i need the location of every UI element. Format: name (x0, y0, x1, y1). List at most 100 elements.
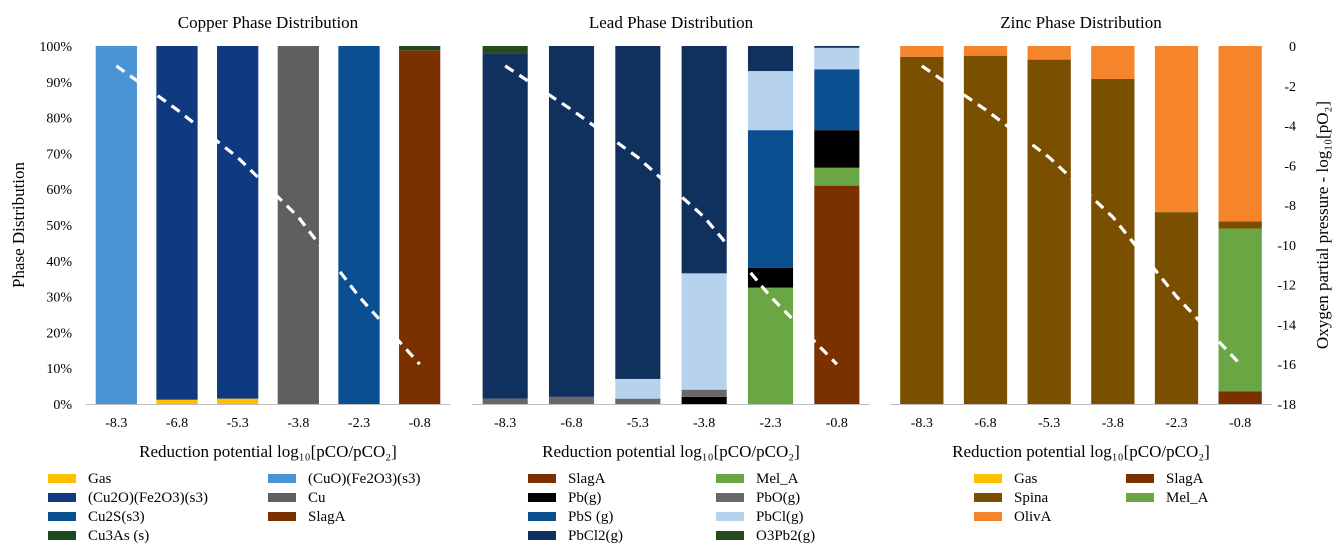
bar-segment (814, 167, 860, 186)
bar-segment (615, 378, 661, 399)
legend-label: SlagA (568, 471, 606, 487)
bar-segment (399, 50, 441, 405)
right-y-tick-label: -14 (1277, 318, 1296, 333)
x-tick-label: -3.8 (287, 416, 309, 431)
oxygen-pressure-line (920, 64, 1242, 366)
bar-segment (482, 398, 528, 404)
bar-segment (747, 46, 794, 72)
x-axis-title: Reduction potential log₁₀[pCO/pCO₂] (139, 442, 397, 461)
oxygen-pressure-line (504, 64, 838, 366)
bar-segment (814, 185, 860, 404)
bar-segment (814, 130, 860, 168)
left-y-tick-label: 80% (46, 112, 72, 127)
lead-chart-panel: Lead Phase Distribution -8.3 -6.8 -5.3 -3.8 -… (472, 13, 870, 544)
legend-label: Mel_A (1166, 490, 1209, 506)
left-y-tick-label: 0% (53, 398, 72, 413)
bar-segment (615, 398, 661, 404)
legend-label: Pb(g) (568, 490, 601, 506)
bar-segment (681, 46, 727, 274)
zinc-chart-panel: Zinc Phase Distribution -8.3 -6.8 -5.3 -3.8 -… (890, 13, 1272, 525)
bar-segment (217, 398, 259, 404)
legend-swatch (1126, 474, 1154, 483)
bar-segment (1154, 212, 1199, 404)
x-axis-title: Reduction potential log₁₀[pCO/pCO₂] (952, 442, 1210, 461)
legend-label: OlivA (1014, 509, 1052, 525)
legend-swatch (974, 493, 1002, 502)
legend-label: (CuO)(Fe2O3)(s3) (308, 471, 420, 487)
left-y-tick-label: 20% (46, 326, 72, 341)
bar-segment (747, 130, 794, 268)
left-y-tick-label: 10% (46, 362, 72, 377)
legend-swatch (716, 474, 744, 483)
x-tick-label: -3.8 (1102, 416, 1124, 431)
x-tick-label: -2.3 (1165, 416, 1187, 431)
x-tick-label: -8.3 (911, 416, 933, 431)
left-y-tick-label: 50% (46, 219, 72, 234)
chart-title: Zinc Phase Distribution (1000, 13, 1162, 32)
legend-swatch (268, 474, 296, 483)
chart-title: Lead Phase Distribution (589, 13, 754, 32)
right-y-tick-label: -18 (1277, 398, 1296, 413)
legend-label: Gas (1014, 471, 1037, 487)
bar-segment (156, 46, 198, 400)
legend-label: O3Pb2(g) (756, 528, 815, 544)
legend-swatch (716, 512, 744, 521)
right-y-tick-label: -8 (1284, 199, 1296, 214)
x-tick-label: -2.3 (348, 416, 370, 431)
legend-label: SlagA (308, 509, 346, 525)
left-y-axis: 0% 10% 20% 30% 40% 50% 60% 70% 80% 90% 100% (39, 40, 72, 413)
bar-segment (747, 287, 794, 404)
x-tick-label: -3.8 (693, 416, 715, 431)
legend-label: SlagA (1166, 471, 1204, 487)
chart-title: Copper Phase Distribution (178, 13, 359, 32)
bar-segment (217, 46, 259, 399)
bar-segment (482, 53, 528, 399)
legend-swatch (716, 493, 744, 502)
bar-segment (338, 46, 380, 404)
legend-label: Mel_A (756, 471, 799, 487)
x-tick-label: -5.3 (1038, 416, 1060, 431)
bar-segment (1218, 391, 1262, 404)
legend-swatch (48, 531, 76, 540)
left-y-tick-label: 70% (46, 147, 72, 162)
x-tick-label: -8.3 (105, 416, 127, 431)
bar-segment (681, 396, 727, 404)
right-y-tick-label: -16 (1277, 358, 1296, 373)
bar-segment (482, 46, 528, 54)
legend-swatch (528, 531, 556, 540)
x-tick-label: -0.8 (409, 416, 431, 431)
bar-segment (681, 273, 727, 390)
copper-chart-panel: Copper Phase Distribution -8.3 -6.8 -5.3 -3.… (48, 13, 450, 544)
legend-label: PbCl2(g) (568, 528, 623, 544)
legend-label: PbS (g) (568, 509, 613, 525)
bar-segment (900, 46, 944, 57)
legend-swatch (716, 531, 744, 540)
bar-segment (399, 46, 441, 51)
bar-segment (1027, 59, 1071, 404)
left-y-tick-label: 40% (46, 255, 72, 270)
bar-segment (1218, 221, 1262, 229)
right-y-axis-title: Oxygen partial pressure - log₁₀[pO₂] (1313, 101, 1332, 349)
legend-label: PbCl(g) (756, 509, 804, 525)
bar-segment (1218, 46, 1262, 222)
x-tick-label: -0.8 (1229, 416, 1251, 431)
right-y-tick-label: -10 (1277, 239, 1296, 254)
right-y-tick-label: -12 (1277, 279, 1296, 294)
left-y-axis-title: Phase Distribution (9, 161, 28, 288)
bar-segment (156, 399, 198, 404)
x-tick-label: -2.3 (759, 416, 781, 431)
x-axis-title: Reduction potential log₁₀[pCO/pCO₂] (542, 442, 800, 461)
x-tick-label: -6.8 (560, 416, 582, 431)
legend-label: Spina (1014, 490, 1049, 506)
x-tick-label: -6.8 (166, 416, 188, 431)
bar-segment (747, 71, 794, 131)
oxygen-pressure-line (115, 64, 421, 366)
x-tick-label: -0.8 (826, 416, 848, 431)
left-y-tick-label: 30% (46, 291, 72, 306)
bar-segment (681, 389, 727, 397)
bar-segment (277, 46, 319, 404)
bar-segment (963, 55, 1008, 404)
bar-segment (1091, 46, 1135, 79)
left-y-tick-label: 100% (39, 40, 72, 55)
